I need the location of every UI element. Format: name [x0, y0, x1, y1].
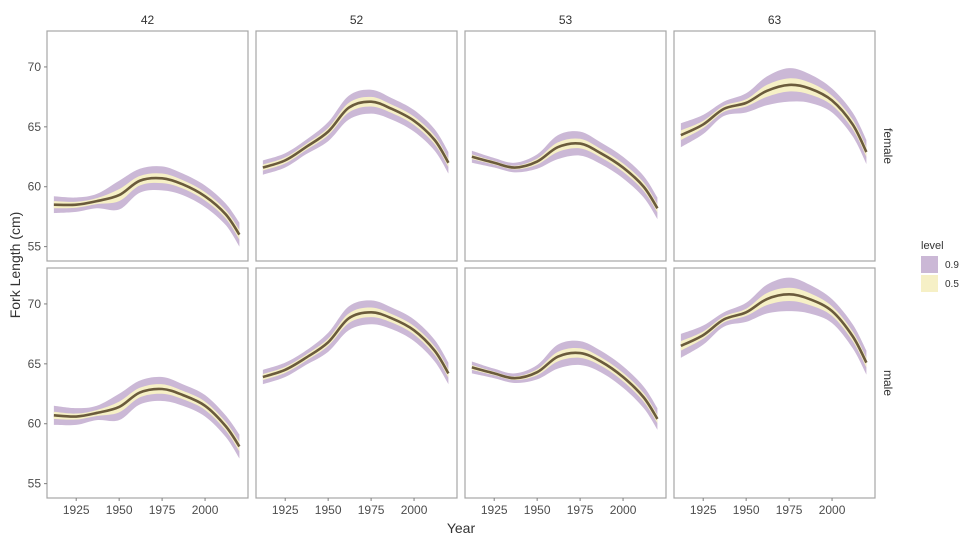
band-0-9-53-female: [471, 131, 658, 220]
band-0-5-42-male: [53, 384, 240, 452]
strip-label-column: 42: [141, 13, 155, 27]
legend-label-0-9: 0.9: [945, 260, 959, 271]
strip-label-column: 52: [350, 13, 364, 27]
y-tick-label: 70: [28, 297, 42, 311]
strip-label-column: 53: [559, 13, 573, 27]
x-tick-label: 1925: [690, 503, 717, 517]
y-tick-label: 60: [28, 417, 42, 431]
legend-key-0-9: [921, 256, 938, 273]
legend-label-0-5: 0.5: [945, 279, 959, 290]
y-tick-label: 65: [28, 357, 42, 371]
x-tick-label: 1925: [272, 503, 299, 517]
band-0-9-53-male: [471, 340, 658, 430]
axes-layer: 42 52 53 63 female male 55 60 65 70 55 60 65 70 1925 19…: [28, 13, 895, 517]
panel-border: [46, 30, 249, 262]
legend: level 0.9 0.5: [921, 240, 959, 292]
strip-label-row: female: [881, 128, 895, 164]
strip-label-row: male: [881, 370, 895, 396]
x-tick-label: 2000: [192, 503, 219, 517]
y-tick-label: 55: [28, 240, 42, 254]
x-tick-label: 1950: [524, 503, 551, 517]
panel-border: [673, 267, 876, 499]
x-tick-label: 1950: [733, 503, 760, 517]
x-tick-label: 1975: [358, 503, 385, 517]
y-tick-label: 55: [28, 477, 42, 491]
series-line-42-male: [53, 387, 241, 448]
x-tick-label: 1950: [315, 503, 342, 517]
panel-42-male: [46, 267, 249, 499]
x-tick-label: 1950: [106, 503, 133, 517]
x-tick-label: 2000: [401, 503, 428, 517]
series-line-52-female: [262, 100, 450, 169]
x-axis-title: Year: [447, 520, 476, 536]
y-axis-title: Fork Length (cm): [7, 212, 23, 319]
legend-title: level: [921, 240, 944, 252]
band-0-5-52-female: [262, 96, 449, 171]
x-tick-label: 2000: [819, 503, 846, 517]
strip-label-column: 63: [768, 13, 782, 27]
y-tick-label: 65: [28, 120, 42, 134]
series-line-53-male: [471, 351, 659, 420]
x-tick-label: 1975: [567, 503, 594, 517]
panel-border: [255, 267, 458, 499]
panel-border: [673, 30, 876, 262]
panel-border: [255, 30, 458, 262]
x-tick-label: 1975: [776, 503, 803, 517]
panel-52-male: [255, 267, 458, 499]
panel-42-female: [46, 30, 249, 262]
panels-layer: [46, 30, 876, 499]
series-line-42-female: [53, 176, 241, 236]
y-tick-label: 70: [28, 60, 42, 74]
panel-53-female: [464, 30, 667, 262]
legend-key-0-5: [921, 275, 938, 292]
series-line-52-male: [262, 311, 450, 379]
panel-border: [46, 267, 249, 499]
panel-border: [464, 267, 667, 499]
x-tick-label: 1925: [63, 503, 90, 517]
series-line-63-male: [680, 293, 868, 364]
band-0-5-52-male: [262, 307, 449, 381]
panel-53-male: [464, 267, 667, 499]
panel-border: [464, 30, 667, 262]
y-tick-label: 60: [28, 180, 42, 194]
band-0-5-63-male: [680, 287, 867, 368]
panel-63-female: [673, 30, 876, 262]
x-tick-label: 1925: [481, 503, 508, 517]
series-line-53-female: [471, 142, 659, 209]
x-tick-label: 1975: [149, 503, 176, 517]
x-tick-label: 2000: [610, 503, 637, 517]
series-line-63-female: [680, 83, 868, 153]
band-0-5-53-female: [471, 138, 658, 213]
panel-52-female: [255, 30, 458, 262]
band-0-5-63-female: [680, 78, 867, 157]
panel-63-male: [673, 267, 876, 499]
